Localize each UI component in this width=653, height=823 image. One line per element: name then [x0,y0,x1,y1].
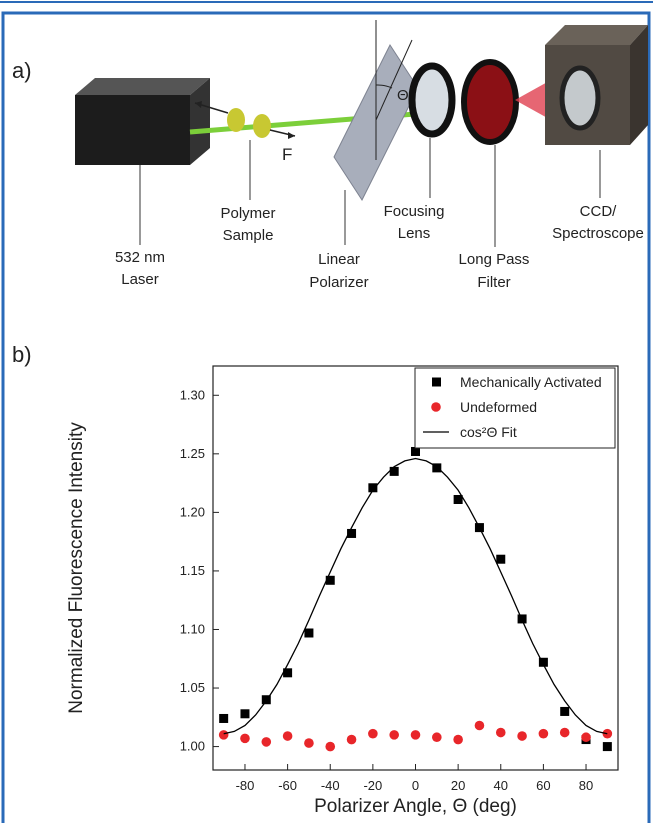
data-point [432,732,442,743]
data-point [602,728,613,739]
data-point [538,657,548,667]
y-tick-label: 1.20 [180,504,205,519]
filter [461,59,519,145]
data-point [560,706,570,716]
data-point [411,446,420,456]
setup-diagram: a) F Θ 5 [12,20,648,291]
component-label: Polymer [220,205,275,222]
x-tick-label: 40 [494,778,508,793]
force-arrow [288,132,295,139]
data-point [453,494,463,504]
component-label: Lens [398,225,431,242]
data-point [347,528,357,538]
data-point [517,731,527,741]
data-point [389,466,399,476]
data-point [538,728,549,739]
x-tick-label: 20 [451,778,465,793]
chart: -80 -60 -40 -20 0 20 40 60 80 1.00 1.05 1.10 1.15 1.2… [66,365,619,817]
sample [253,114,271,138]
ccd-lens [559,65,601,131]
y-axis-title: Normalized Fluorescence Intensity [66,422,87,714]
data-point [496,554,506,564]
component-label: Linear [318,251,360,268]
x-tick-label: 80 [579,778,593,793]
data-point [368,728,378,739]
fit-line [223,457,608,735]
force-label: F [282,145,292,164]
component-label: 532 nm [115,249,165,266]
ccd-side [630,25,648,145]
component-label: Sample [223,227,274,244]
legend-marker [431,402,441,412]
y-tick-label: 1.10 [180,621,205,636]
legend-label: cos²Θ Fit [460,424,517,440]
component-label: Long Pass [459,251,530,268]
data-point [602,742,612,752]
data-point [389,730,399,740]
laser-top [75,78,210,95]
panel-label: a) [12,58,32,83]
panel-label: b) [12,342,32,367]
component-label: Filter [477,274,510,291]
data-point [283,668,293,678]
data-point [410,730,421,740]
ccd-top [545,25,648,45]
sample [227,108,245,132]
angle-arc [375,84,393,89]
data-point [240,733,250,744]
x-tick-label: 60 [536,778,550,793]
force-arrow [195,101,202,108]
legend-label: Undeformed [460,399,537,415]
y-tick-label: 1.30 [180,387,205,402]
data-point [240,709,250,719]
component-label: Focusing [384,203,445,220]
component-label: CCD/ [580,203,617,220]
component-label: Laser [121,271,159,288]
laser-front [75,95,190,165]
data-point [304,628,314,638]
data-point [325,741,336,752]
laser-side [190,78,210,165]
y-tick-label: 1.15 [180,563,205,578]
data-point [474,720,485,731]
lens [408,62,456,138]
x-tick-label: -40 [321,778,340,793]
legend-marker [432,377,441,387]
data-point [219,713,229,723]
data-point [432,463,442,473]
axis-line [375,39,413,121]
x-tick-label: 0 [412,778,419,793]
data-point [304,738,314,748]
y-tick-label: 1.00 [180,739,205,754]
x-tick-label: -60 [278,778,297,793]
data-point [581,732,591,743]
component-label: Polarizer [309,274,368,291]
data-point [325,575,335,585]
data-point [261,737,272,747]
data-point [346,734,357,745]
data-point [453,734,463,745]
data-point [218,730,229,740]
y-tick-label: 1.25 [180,446,205,461]
data-point [368,483,378,493]
data-point [495,727,506,738]
y-tick-label: 1.05 [180,680,205,695]
x-axis-title: Polarizer Angle, Θ (deg) [314,796,517,817]
component-label: Spectroscope [552,225,644,242]
x-tick-label: -80 [236,778,255,793]
legend-box [414,367,616,449]
x-tick-label: -20 [363,778,382,793]
data-point [282,731,293,741]
angle-label: Θ [397,87,409,104]
data-point [559,727,570,738]
figure-frame [1,11,651,823]
legend-label: Mechanically Activated [460,374,602,390]
